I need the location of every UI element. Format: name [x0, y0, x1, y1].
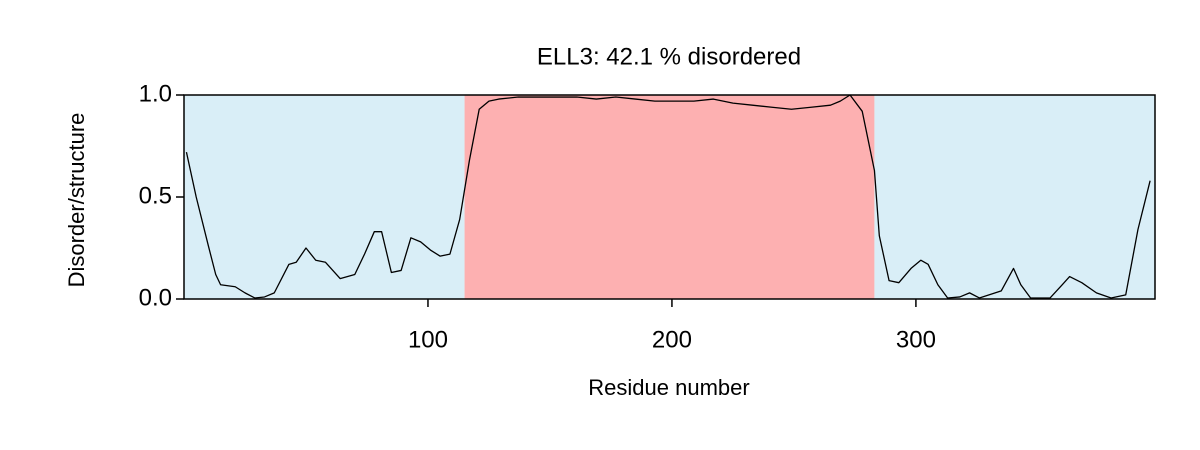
x-tick-label: 200 [652, 326, 692, 353]
x-axis-label: Residue number [588, 375, 749, 400]
region [184, 95, 465, 299]
y-tick-label: 0.0 [139, 284, 172, 311]
region [464, 95, 875, 299]
line [185, 94, 1151, 299]
plot-frame [183, 94, 1156, 300]
x-tick-label: 300 [896, 326, 936, 353]
y-tick-label: 1.0 [139, 80, 172, 107]
region [874, 95, 1155, 299]
y-tick-label: 0.5 [139, 182, 172, 209]
x-tick-label: 100 [408, 326, 448, 353]
y-axis-label: Disorder/structure [64, 113, 89, 288]
chart-title: ELL3: 42.1 % disordered [537, 43, 801, 70]
